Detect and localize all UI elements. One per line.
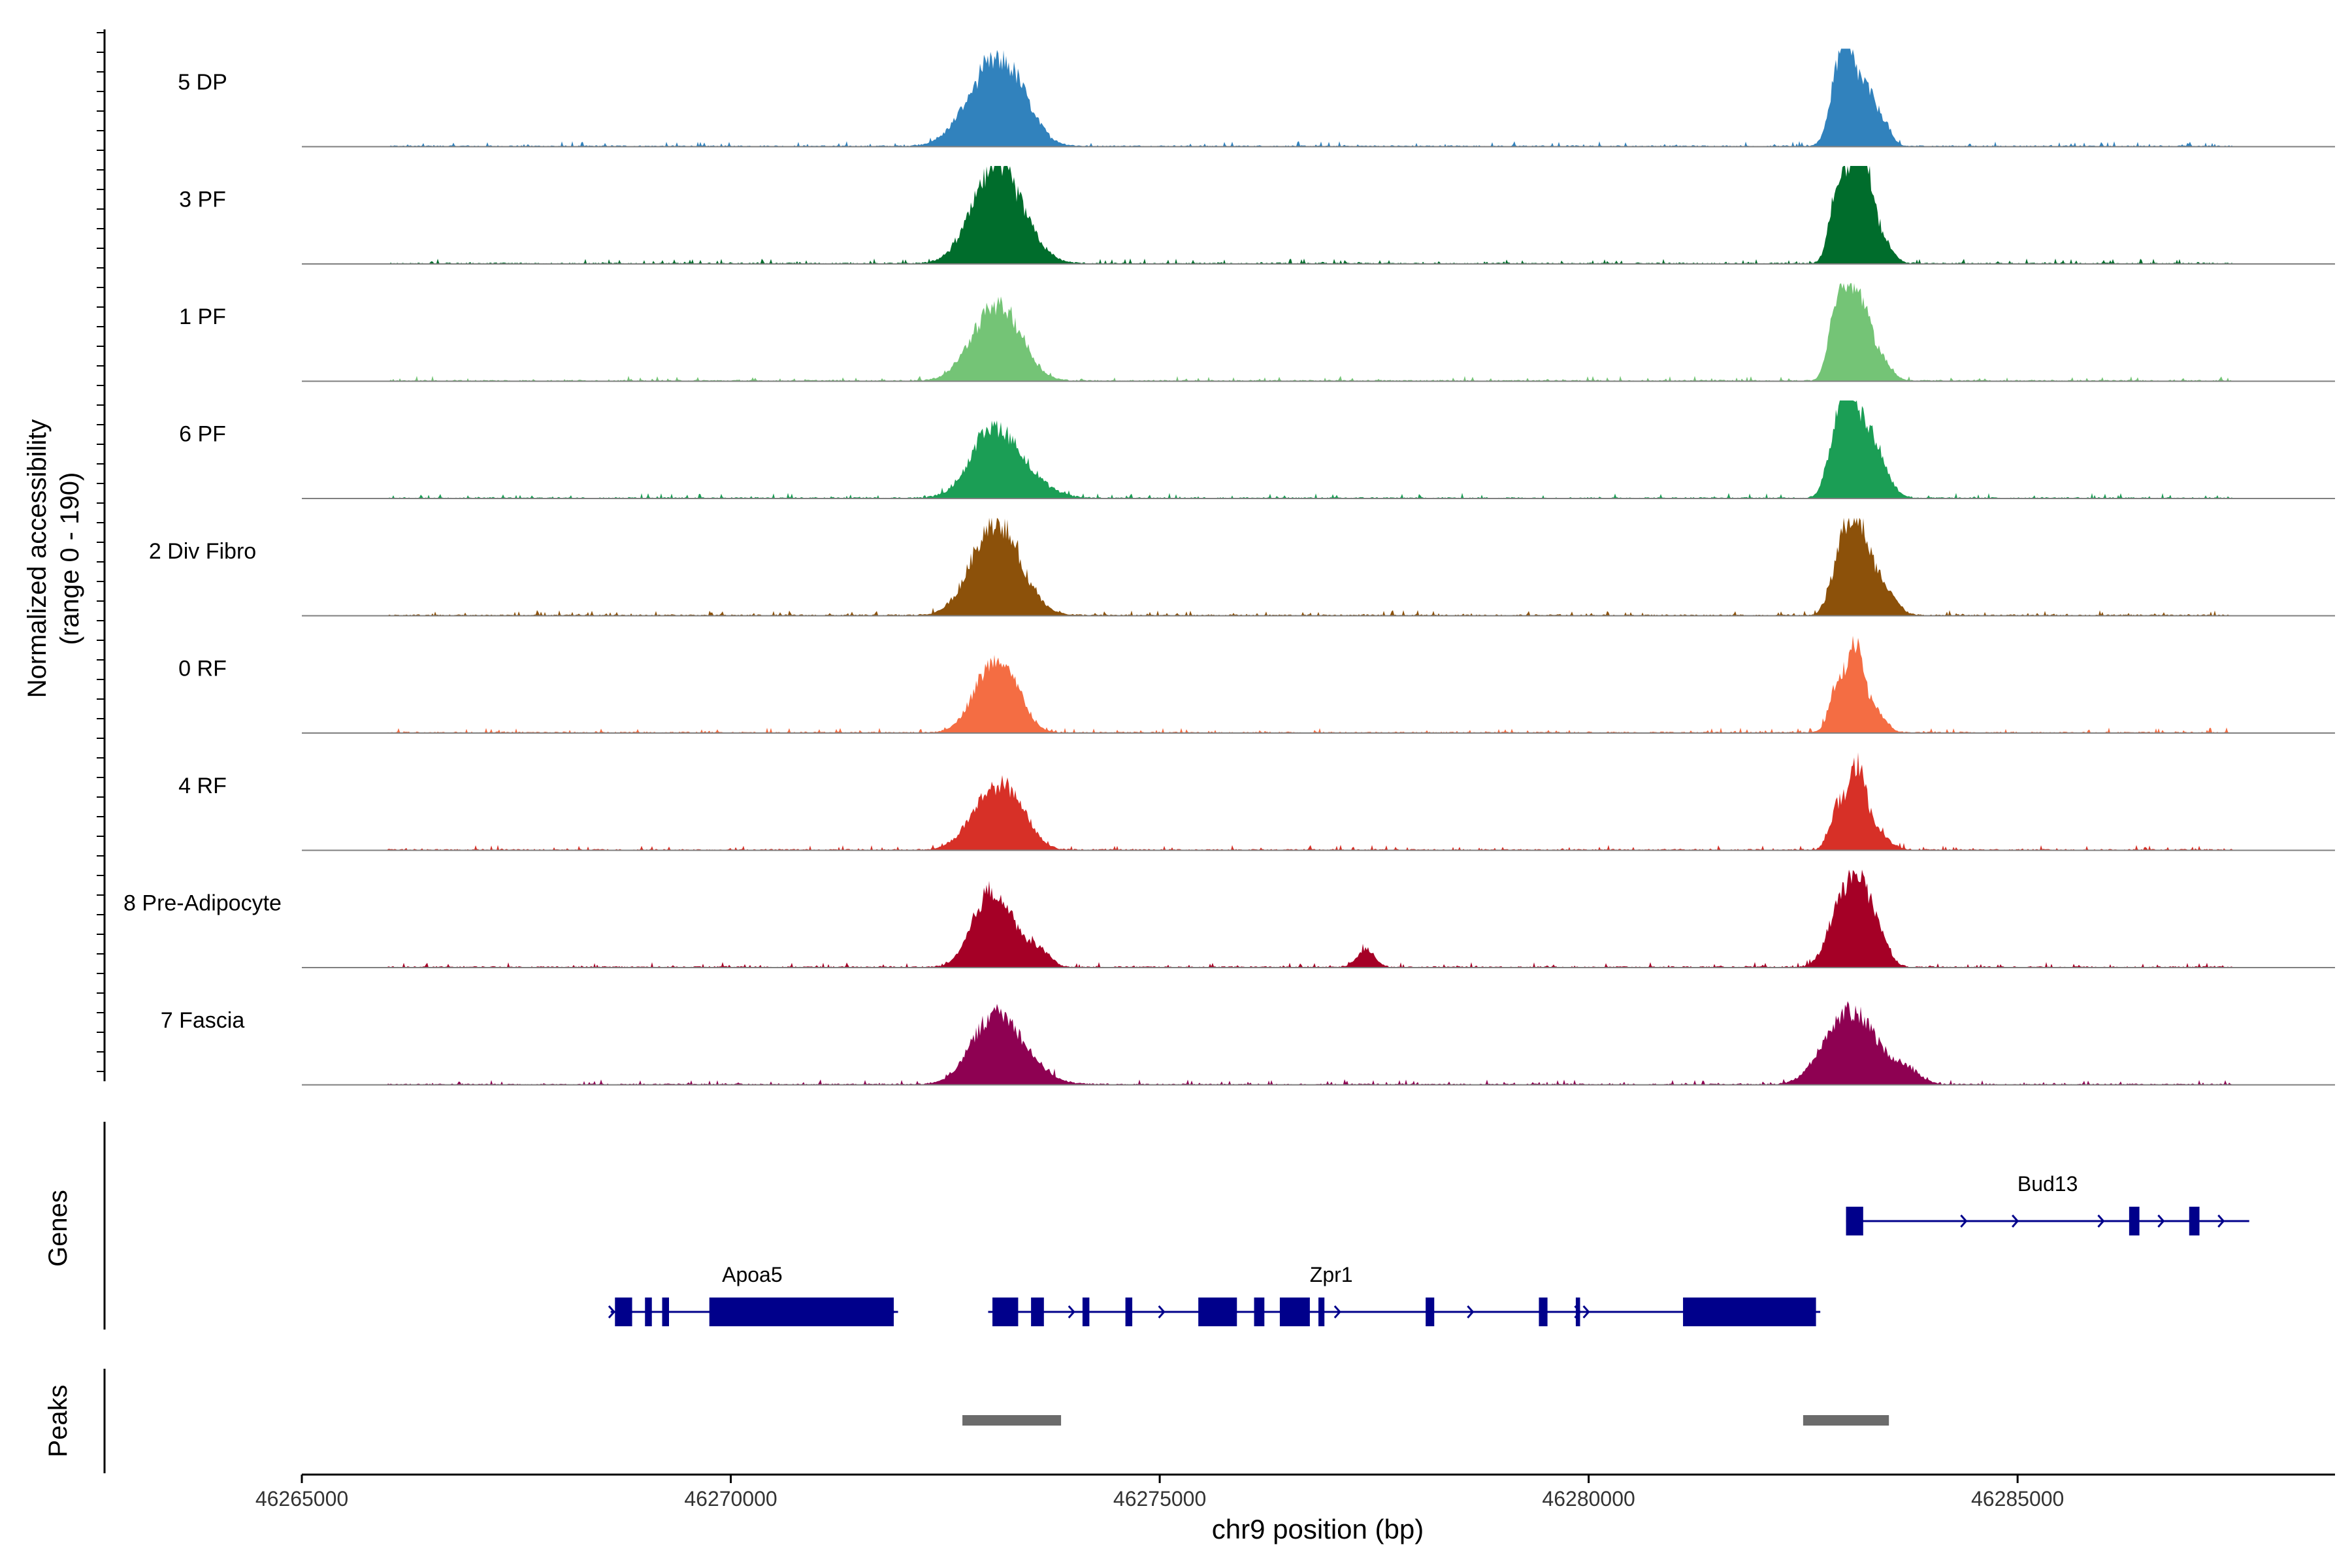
- coverage-area: [302, 517, 2335, 616]
- strand-arrow: [2157, 1215, 2165, 1228]
- exon: [662, 1298, 669, 1326]
- exon: [1198, 1298, 1237, 1326]
- track-label: 4 RF: [178, 774, 227, 798]
- strand-arrow: [608, 1305, 615, 1318]
- track-label: 2 Div Fibro: [149, 539, 256, 564]
- track-6-pf: 6 PF: [179, 400, 2335, 499]
- strand-arrow: [1582, 1305, 1590, 1318]
- y-axis-subtitle: (range 0 - 190): [56, 472, 84, 645]
- x-tick-label: 46275000: [1113, 1487, 1206, 1511]
- x-tick-label: 46265000: [255, 1487, 348, 1511]
- coverage-area: [302, 1001, 2335, 1085]
- track-1-pf: 1 PF: [179, 283, 2335, 382]
- x-axis-title: chr9 position (bp): [1212, 1514, 1424, 1544]
- coverage-area: [302, 752, 2335, 851]
- exon: [992, 1298, 1019, 1326]
- gene-bud13: Bud13: [1846, 1172, 2249, 1235]
- track-8-pre-adipocyte: 8 Pre-Adipocyte: [123, 870, 2335, 968]
- coverage-area: [302, 283, 2335, 382]
- exon: [1318, 1298, 1325, 1326]
- strand-arrow: [2097, 1215, 2105, 1228]
- track-label: 7 Fascia: [161, 1008, 245, 1033]
- strand-arrow: [887, 1305, 896, 1318]
- exon: [1846, 1207, 1863, 1235]
- coverage-area: [302, 48, 2335, 147]
- exon: [615, 1298, 632, 1326]
- coverage-area: [302, 870, 2335, 968]
- track-2-div-fibro: 2 Div Fibro: [149, 517, 2335, 617]
- strand-arrow: [1574, 1305, 1582, 1318]
- exon: [1254, 1298, 1265, 1326]
- gene-label: Bud13: [2017, 1172, 2078, 1196]
- exon: [1125, 1298, 1133, 1326]
- exon: [1279, 1298, 1310, 1326]
- exon: [709, 1298, 894, 1326]
- gene-apoa5: Apoa5: [608, 1263, 898, 1326]
- y-axis-title: Normalized accessibility: [23, 419, 52, 698]
- peak-region: [962, 1415, 1062, 1426]
- gene-zpr1: Zpr1: [988, 1263, 1821, 1326]
- exon: [1575, 1298, 1580, 1326]
- strand-arrow: [1467, 1305, 1475, 1318]
- exon: [1031, 1298, 1044, 1326]
- exon: [2129, 1207, 2140, 1235]
- strand-arrow: [1158, 1305, 1166, 1318]
- coverage-area: [302, 166, 2335, 264]
- gene-label: Apoa5: [722, 1263, 783, 1286]
- x-tick-label: 46280000: [1542, 1487, 1635, 1511]
- track-label: 3 PF: [179, 188, 226, 212]
- track-3-pf: 3 PF: [179, 166, 2335, 265]
- peaks-track: Peaks: [44, 1369, 1889, 1473]
- track-label: 0 RF: [178, 657, 227, 681]
- exon: [645, 1298, 652, 1326]
- track-label: 8 Pre-Adipocyte: [123, 891, 282, 916]
- exon: [1082, 1298, 1090, 1326]
- track-4-rf: 4 RF: [178, 752, 2335, 851]
- strand-arrow: [1068, 1305, 1075, 1318]
- gene-label: Zpr1: [1310, 1263, 1353, 1286]
- track-label: 5 DP: [178, 70, 227, 95]
- x-tick-label: 46270000: [684, 1487, 777, 1511]
- exon: [2189, 1207, 2200, 1235]
- exon: [1426, 1298, 1435, 1326]
- coverage-area: [302, 636, 2335, 733]
- track-5-dp: 5 DP: [178, 48, 2335, 148]
- genes-track-label: Genes: [44, 1190, 73, 1267]
- coverage-tracks: 5 DP 3 PF 1 PF 6 PF 2 Div Fibro 0 RF 4 RF 8 Pre…: [123, 48, 2335, 1086]
- genes-track: Genes Bud13 Apoa5 Zpr1: [44, 1122, 2249, 1330]
- exon: [1539, 1298, 1548, 1326]
- strand-arrow: [1960, 1215, 1968, 1228]
- exon: [1683, 1298, 1816, 1326]
- strand-arrow: [2012, 1215, 2019, 1228]
- y-axis: Normalized accessibility (range 0 - 190): [23, 29, 106, 1081]
- x-tick-label: 46285000: [1971, 1487, 2064, 1511]
- track-label: 1 PF: [179, 304, 226, 329]
- peaks-track-label: Peaks: [44, 1384, 73, 1457]
- track-7-fascia: 7 Fascia: [161, 1001, 2335, 1086]
- strand-arrow: [2217, 1215, 2225, 1228]
- peak-region: [1803, 1415, 1889, 1426]
- track-label: 6 PF: [179, 422, 226, 447]
- x-axis: chr9 position (bp) 46265000 46270000 46275…: [255, 1473, 2335, 1544]
- coverage-area: [302, 400, 2335, 498]
- strand-arrow: [1333, 1305, 1341, 1318]
- track-0-rf: 0 RF: [178, 636, 2335, 734]
